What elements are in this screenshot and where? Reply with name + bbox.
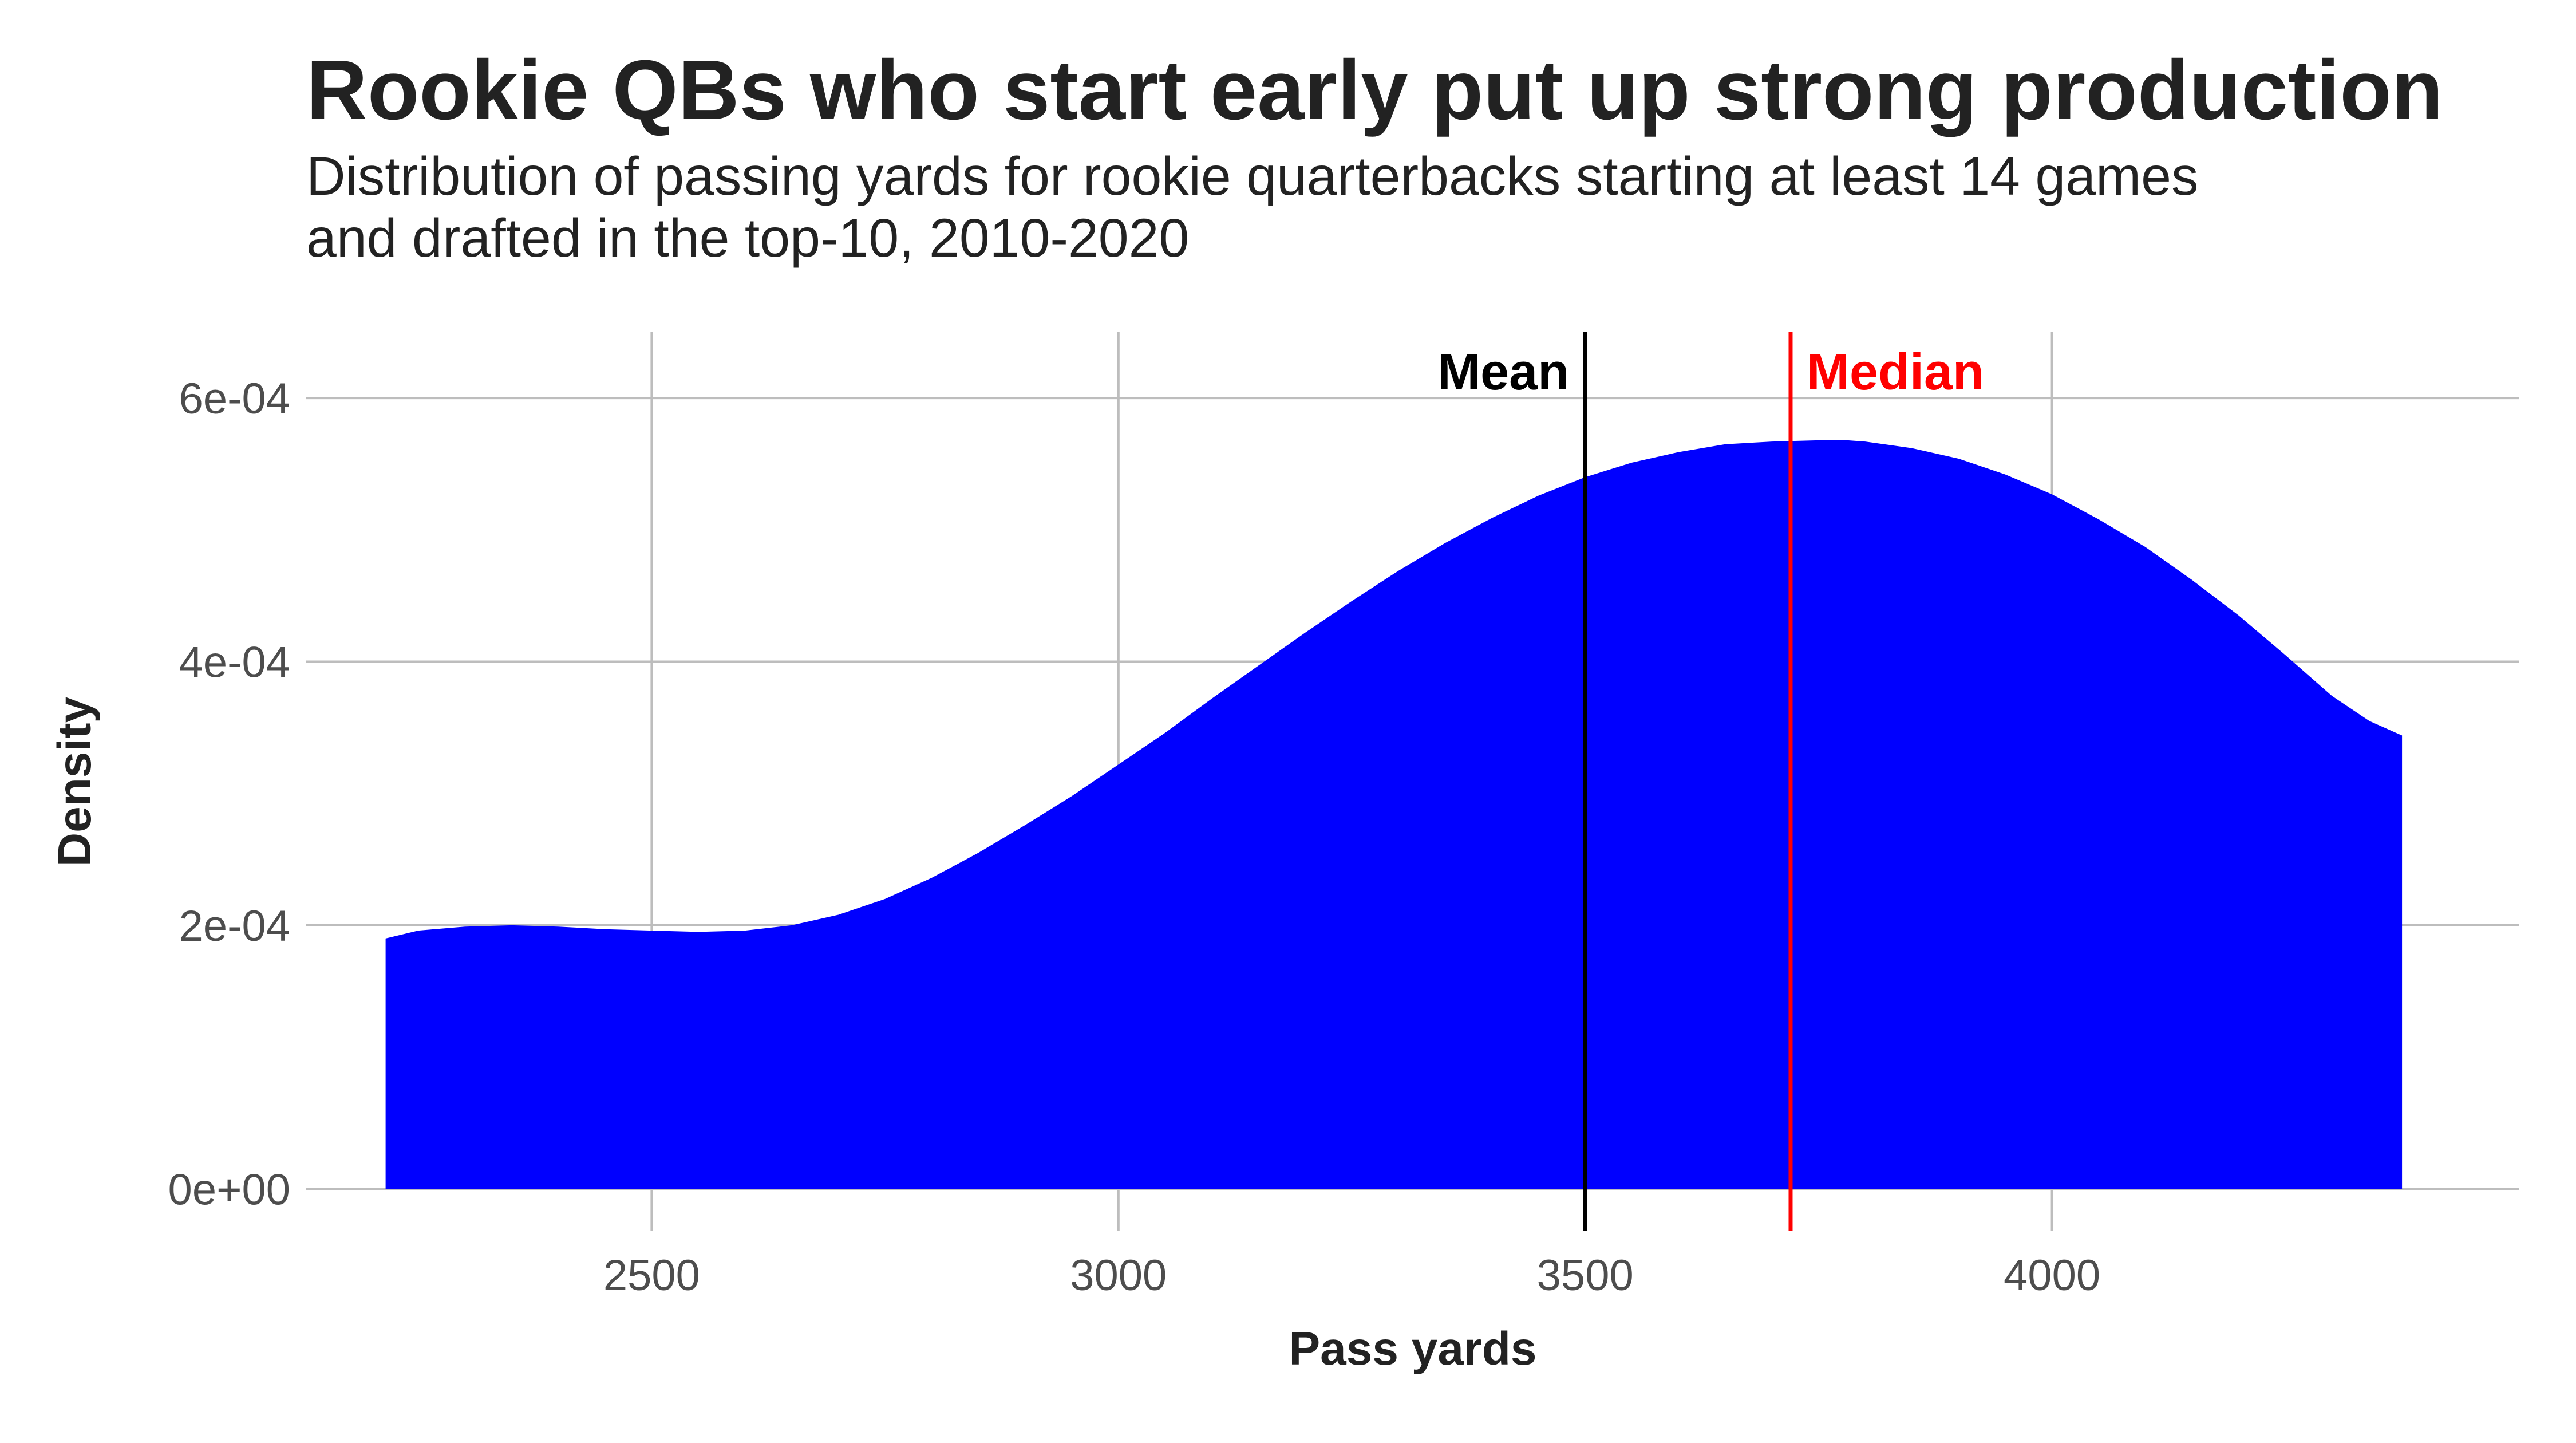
density-area-0 [385, 440, 2403, 1189]
x-tick-label: 3000 [1070, 1251, 1167, 1300]
x-tick-label: 3500 [1537, 1251, 1634, 1300]
y-tick-label: 0e+00 [168, 1165, 290, 1214]
mean-label: Mean [1437, 344, 1569, 401]
chart-title: Rookie QBs who start early put up strong… [306, 43, 2443, 137]
y-tick-label: 2e-04 [179, 902, 290, 951]
reference-lines: Mean Median [1437, 332, 1984, 1231]
x-axis-title: Pass yards [1289, 1323, 1536, 1375]
median-label: Median [1807, 344, 1984, 401]
y-tick-label: 4e-04 [179, 638, 290, 687]
x-tick-label: 2500 [603, 1251, 700, 1300]
y-tick-label: 6e-04 [179, 374, 290, 423]
density-area-layer [385, 440, 2403, 1189]
tick-labels: 0e+00 2e-04 4e-04 6e-04 2500 3000 3500 4000 [168, 374, 2101, 1300]
chart-subtitle-line-2: and drafted in the top-10, 2010-2020 [306, 208, 1189, 269]
y-axis-title: Density [49, 697, 101, 867]
chart-subtitle-line-1: Distribution of passing yards for rookie… [306, 146, 2199, 207]
x-tick-label: 4000 [2004, 1251, 2100, 1300]
